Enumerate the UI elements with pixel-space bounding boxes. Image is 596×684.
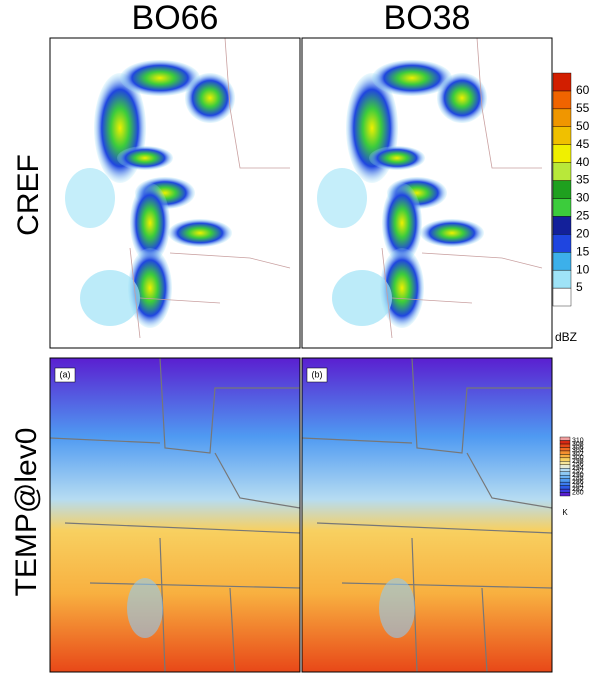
colorbar-swatch <box>552 162 572 181</box>
colorbar-label: 284 <box>572 482 584 489</box>
colorbar-label: 290 <box>572 472 584 479</box>
colorbar-swatch <box>552 269 572 289</box>
label-box <box>54 367 76 383</box>
row-label: CREF <box>12 154 45 236</box>
map-panel <box>49 357 301 673</box>
colorbar-label: 60 <box>576 83 590 97</box>
colorbar-label: 308 <box>572 441 584 448</box>
colorbar-swatch <box>559 464 571 469</box>
colorbar-label: 35 <box>576 173 590 187</box>
map-panel <box>301 357 553 673</box>
colorbar-label: 300 <box>572 455 584 462</box>
colorbar-swatch <box>559 468 571 472</box>
colorbar-swatch <box>552 287 572 307</box>
colorbar-label: 310 <box>572 437 584 444</box>
colorbar-swatch <box>559 436 571 441</box>
row-label: TEMP@lev0 <box>10 428 43 597</box>
map-panel <box>301 37 553 349</box>
colorbar-swatch <box>552 216 572 235</box>
colorbar-swatch <box>552 126 572 145</box>
colorbar-swatch <box>559 492 571 497</box>
colorbar-swatch <box>552 144 572 163</box>
colorbar-unit: K <box>562 508 568 517</box>
colorbar-label: 55 <box>576 101 590 115</box>
colorbar-swatch <box>552 198 572 217</box>
colorbar-label: 25 <box>576 209 590 223</box>
colorbar-swatch <box>552 108 572 127</box>
colorbar-label: 298 <box>572 458 584 465</box>
colorbar-label: 5 <box>576 280 583 294</box>
colorbar-unit: dBZ <box>555 330 577 344</box>
colorbar-swatch <box>552 234 572 253</box>
colorbar-label: 296 <box>572 462 584 469</box>
colorbar-label: 40 <box>576 155 590 169</box>
colorbar-label: 20 <box>576 226 590 240</box>
colorbar-label: 302 <box>572 451 584 458</box>
colorbar-swatch <box>559 447 571 452</box>
colorbar-label: 10 <box>576 262 590 276</box>
colorbar-label: 286 <box>572 479 584 486</box>
colorbar-label: 306 <box>572 444 584 451</box>
colorbar-swatch <box>552 180 572 199</box>
colorbar-swatch <box>559 461 571 465</box>
colorbar-swatch <box>559 443 571 448</box>
colorbar-swatch <box>559 471 571 476</box>
colorbar-label: 294 <box>572 465 584 472</box>
colorbar-swatch <box>559 488 571 493</box>
column-title: BO38 <box>384 0 471 37</box>
colorbar-swatch <box>559 474 571 479</box>
label-box <box>306 367 328 383</box>
colorbar-swatch <box>552 252 572 271</box>
colorbar-label: 45 <box>576 137 590 151</box>
colorbar-swatch <box>559 485 571 490</box>
colorbar-swatch <box>559 450 571 455</box>
colorbar-label: 15 <box>576 244 590 258</box>
colorbar-swatch <box>559 478 571 483</box>
colorbar-label: 304 <box>572 448 584 455</box>
colorbar-label: 292 <box>572 469 584 476</box>
colorbar-label: 30 <box>576 191 590 205</box>
colorbar-label: 282 <box>572 486 584 493</box>
colorbar-swatch <box>559 440 571 445</box>
colorbar-label: 280 <box>572 489 584 496</box>
panel-label: (b) <box>312 369 323 379</box>
panel-label: (a) <box>60 369 71 379</box>
colorbar-label: 288 <box>572 475 584 482</box>
map-panel <box>49 37 301 349</box>
colorbar-swatch <box>559 454 571 459</box>
colorbar-label: 50 <box>576 119 590 133</box>
colorbar-swatch <box>552 72 572 92</box>
colorbar-swatch <box>552 90 572 110</box>
column-title: BO66 <box>132 0 219 37</box>
colorbar-swatch <box>559 481 571 486</box>
colorbar-swatch <box>559 457 571 462</box>
